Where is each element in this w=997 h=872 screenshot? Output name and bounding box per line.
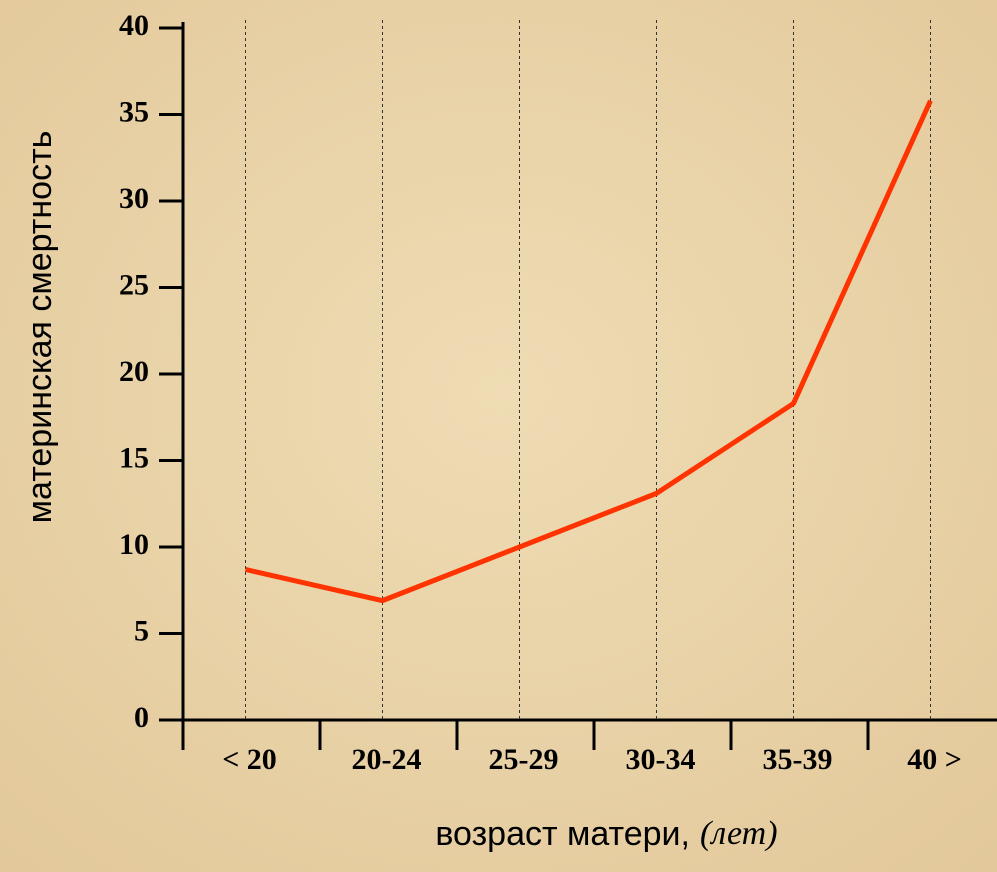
- y-tick-label: 30: [119, 182, 149, 215]
- x-axis-title: возраст матери,: [435, 815, 690, 853]
- y-tick-label: 35: [119, 95, 149, 128]
- y-tick-label: 10: [119, 528, 149, 561]
- x-tick-label: < 20: [222, 743, 277, 776]
- x-tick-label: 30-34: [626, 743, 696, 776]
- x-tick-label: 25-29: [489, 743, 559, 776]
- x-tick-label: 40 >: [907, 743, 962, 776]
- x-axis-unit: (лет): [700, 815, 778, 852]
- data-line: [244, 99, 933, 604]
- y-tick-label: 5: [134, 614, 149, 647]
- y-tick-label: 25: [119, 268, 149, 301]
- y-axis-title: материнская смертность: [21, 131, 59, 524]
- x-tick-label: 20-24: [352, 743, 422, 776]
- y-tick-label: 20: [119, 355, 149, 388]
- y-tick-label: 0: [134, 701, 149, 734]
- y-tick-label: 15: [119, 441, 149, 474]
- y-tick-label: 40: [119, 9, 149, 42]
- x-tick-label: 35-39: [763, 743, 833, 776]
